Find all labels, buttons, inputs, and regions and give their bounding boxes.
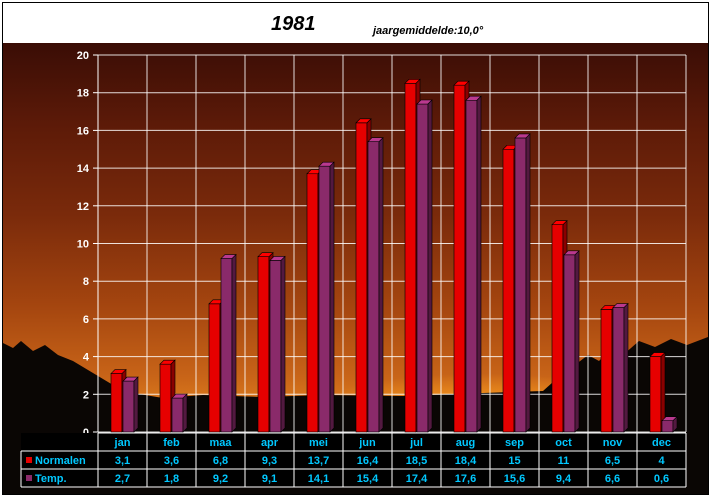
bar-side-temp: [574, 250, 580, 433]
table-value-normalen: 18,5: [406, 455, 427, 467]
y-tick-label: 8: [83, 276, 89, 288]
plot-area: 02468101214161820janfebmaaaprmeijunjulau…: [3, 43, 708, 494]
bar-temp: [220, 258, 233, 433]
y-tick-label: 2: [83, 389, 89, 401]
x-tick-label: jul: [409, 437, 423, 449]
bar-side-temp: [231, 253, 237, 433]
y-tick-label: 20: [77, 50, 89, 62]
table-value-normalen: 4: [658, 455, 665, 467]
table-value-normalen: 13,7: [308, 455, 329, 467]
x-tick-label: jan: [114, 437, 131, 449]
table-value-temp: 9,4: [556, 473, 572, 485]
bar-side-temp: [280, 255, 286, 433]
bar-temp: [514, 137, 527, 433]
table-value-normalen: 16,4: [357, 455, 379, 467]
table-value-normalen: 3,1: [115, 455, 130, 467]
x-tick-label: aug: [456, 437, 476, 449]
bar-side-temp: [182, 393, 188, 433]
bar-side-temp: [525, 133, 531, 433]
bar-temp: [465, 99, 478, 433]
bar-side-temp: [133, 376, 139, 433]
table-value-temp: 15,6: [504, 473, 525, 485]
table-value-temp: 6,6: [605, 473, 620, 485]
table-value-temp: 9,2: [213, 473, 228, 485]
bar-temp: [416, 103, 429, 433]
table-value-normalen: 6,8: [213, 455, 228, 467]
table-value-normalen: 9,3: [262, 455, 277, 467]
bar-normalen: [110, 373, 123, 433]
bar-temp: [563, 254, 576, 433]
y-tick-label: 6: [83, 314, 89, 326]
legend-label-normalen: Normalen: [35, 455, 86, 467]
x-tick-label: sep: [505, 437, 524, 449]
bar-side-temp: [476, 95, 482, 433]
chart-subtitle: jaargemiddelde:10,0°: [373, 25, 484, 37]
bar-normalen: [257, 256, 270, 433]
table-value-temp: 1,8: [164, 473, 179, 485]
bar-temp: [269, 260, 282, 433]
table-value-temp: 0,6: [654, 473, 669, 485]
table-value-temp: 15,4: [357, 473, 379, 485]
y-tick-label: 12: [77, 201, 89, 213]
x-tick-label: apr: [261, 437, 279, 449]
bar-side-temp: [672, 415, 678, 433]
bar-normalen: [208, 303, 221, 433]
x-tick-label: oct: [555, 437, 572, 449]
legend-swatch-normalen: [26, 457, 32, 463]
bar-normalen: [306, 173, 319, 433]
x-tick-label: feb: [163, 437, 180, 449]
bar-normalen: [404, 82, 417, 433]
x-tick-label: maa: [209, 437, 232, 449]
x-tick-label: nov: [603, 437, 623, 449]
bar-normalen: [600, 309, 613, 433]
table-value-normalen: 11: [558, 455, 570, 467]
bar-normalen: [649, 356, 662, 433]
x-tick-label: dec: [652, 437, 671, 449]
chart-header: 1981 jaargemiddelde:10,0°: [3, 3, 708, 43]
bar-temp: [661, 420, 674, 433]
bar-temp: [612, 307, 625, 433]
y-tick-label: 16: [77, 125, 89, 137]
data-table-bg: [21, 433, 686, 487]
legend-label-temp: Temp.: [35, 473, 67, 485]
y-tick-label: 18: [77, 88, 89, 100]
table-value-temp: 14,1: [308, 473, 329, 485]
y-tick-label: 10: [77, 239, 89, 251]
table-value-temp: 9,1: [262, 473, 277, 485]
bar-temp: [122, 380, 135, 433]
table-value-temp: 17,4: [406, 473, 428, 485]
chart-title: 1981: [271, 13, 316, 35]
bar-side-temp: [329, 161, 335, 433]
bar-side-temp: [378, 136, 384, 433]
legend-swatch-temp: [26, 475, 32, 481]
bar-normalen: [502, 148, 515, 433]
bar-side-temp: [427, 99, 433, 433]
table-value-normalen: 15: [508, 455, 520, 467]
bar-temp: [318, 165, 331, 433]
table-value-normalen: 6,5: [605, 455, 620, 467]
table-value-normalen: 18,4: [455, 455, 477, 467]
y-tick-label: 4: [83, 352, 90, 364]
x-tick-label: jun: [358, 437, 376, 449]
table-value-temp: 2,7: [115, 473, 130, 485]
chart-svg: 02468101214161820janfebmaaaprmeijunjulau…: [3, 50, 708, 494]
x-tick-label: mei: [309, 437, 328, 449]
table-value-normalen: 3,6: [164, 455, 179, 467]
bar-normalen: [453, 84, 466, 433]
bar-temp: [171, 397, 184, 433]
bar-temp: [367, 141, 380, 433]
bar-normalen: [159, 363, 172, 433]
bar-side-temp: [623, 302, 629, 433]
bar-normalen: [551, 224, 564, 433]
bar-normalen: [355, 122, 368, 433]
y-tick-label: 14: [77, 163, 90, 175]
table-value-temp: 17,6: [455, 473, 476, 485]
